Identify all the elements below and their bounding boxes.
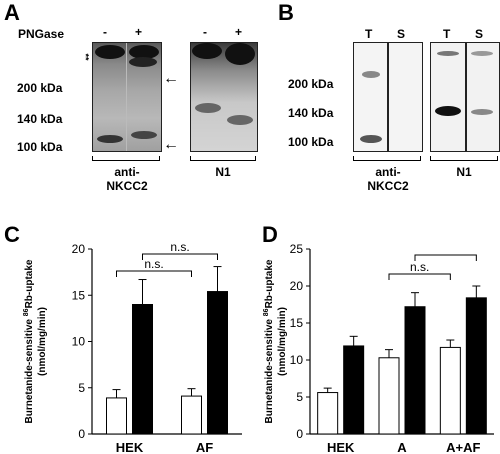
lane-label-b4: S bbox=[475, 27, 484, 41]
lane-label-b1: T bbox=[365, 27, 373, 41]
y-axis-label-isotope-d: 86 bbox=[263, 308, 270, 316]
y-axis-label-rest-d: Rb-uptake bbox=[264, 259, 275, 308]
bar-d-hek-1 bbox=[343, 345, 365, 435]
caption-bracket-b1 bbox=[353, 156, 421, 161]
x-tick-label-d-0: HEK bbox=[327, 440, 355, 454]
significance-bracket-c-0 bbox=[116, 270, 192, 277]
lane-sign-a3: - bbox=[203, 25, 207, 39]
significance-label-d-0: n.s. bbox=[410, 260, 429, 274]
y-tick-label-d-3: 15 bbox=[290, 316, 304, 330]
y-tick-label-c-2: 10 bbox=[72, 335, 86, 349]
y-tick-label-c-1: 5 bbox=[78, 381, 85, 395]
y-tick-label-c-0: 0 bbox=[78, 427, 85, 441]
y-tick-label-d-0: 0 bbox=[296, 427, 303, 441]
y-axis-units-d: (nmol/mg/min) bbox=[277, 307, 288, 376]
significance-bracket-d-1 bbox=[414, 254, 477, 261]
blot-a-n1 bbox=[190, 42, 258, 152]
bar-d-a-0 bbox=[378, 357, 400, 435]
y-tick-label-d-1: 5 bbox=[296, 390, 303, 404]
x-tick-label-c-0: HEK bbox=[116, 440, 144, 454]
y-tick-label-d-2: 10 bbox=[290, 353, 304, 367]
y-axis-label-c: Burnetanide-sensitive 86Rb-uptake bbox=[23, 259, 35, 423]
lane-label-b3: T bbox=[443, 27, 451, 41]
panel-letter-b: B bbox=[278, 0, 294, 25]
blot-a-anti-nkcc2 bbox=[92, 42, 162, 152]
panel-letter-c: C bbox=[4, 222, 20, 247]
blot-b-anti-nkcc2 bbox=[353, 42, 423, 152]
bar-c-hek-0 bbox=[106, 397, 127, 435]
caption-bracket-a1 bbox=[92, 156, 160, 161]
caption-bracket-b2 bbox=[430, 156, 498, 161]
y-axis-units-c: (nmol/mg/min) bbox=[37, 307, 48, 376]
lane-label-b2: S bbox=[397, 27, 406, 41]
significance-bracket-d-0 bbox=[388, 273, 451, 280]
lane-sign-a4: + bbox=[235, 25, 243, 39]
panel-letter-a: A bbox=[4, 0, 20, 25]
bar-d-aaf-0 bbox=[439, 346, 461, 435]
lane-sign-a1: - bbox=[103, 25, 107, 39]
y-tick-label-d-4: 20 bbox=[290, 279, 304, 293]
asterisks-label: ** bbox=[80, 53, 91, 61]
x-tick-label-d-1: A bbox=[397, 440, 407, 454]
caption-bracket-a2 bbox=[190, 156, 256, 161]
marker-b-140: 140 kDa bbox=[288, 106, 334, 120]
blot-b-n1 bbox=[430, 42, 500, 152]
marker-b-100: 100 kDa bbox=[288, 135, 334, 149]
pngase-label: PNGase bbox=[18, 27, 65, 41]
bar-chart-d: 0 5 10 15 20 25 Burnetanide-sensitive 86Rb-upt… bbox=[263, 242, 494, 454]
bar-c-af-1 bbox=[207, 291, 228, 435]
caption-b-n1: N1 bbox=[456, 165, 472, 179]
marker-a-100: 100 kDa bbox=[17, 140, 63, 154]
y-axis-label-rest-c: Rb-uptake bbox=[24, 259, 35, 308]
bar-d-a-1 bbox=[404, 306, 426, 435]
lane-sign-a2: + bbox=[135, 25, 143, 39]
arrow-icon-upper: ← bbox=[163, 70, 179, 87]
bar-d-aaf-1 bbox=[465, 297, 487, 435]
x-tick-label-d-2: A+AF bbox=[446, 440, 480, 454]
y-tick-label-d-5: 25 bbox=[290, 242, 304, 256]
y-tick-label-c-3: 15 bbox=[72, 288, 86, 302]
significance-label-c-0: n.s. bbox=[144, 257, 163, 271]
y-tick-label-c-4: 20 bbox=[72, 242, 86, 256]
caption-b-anti-nkcc2: anti-NKCC2 bbox=[367, 165, 409, 193]
marker-a-140: 140 kDa bbox=[17, 112, 63, 126]
y-axis-label-d: Burnetanide-sensitive 86Rb-uptake bbox=[263, 259, 275, 423]
bar-c-hek-1 bbox=[132, 304, 153, 435]
caption-a-n1: N1 bbox=[215, 165, 231, 179]
bar-chart-c: 0 5 10 15 20 Burnetanide-sensitive 86Rb-uptak… bbox=[23, 240, 242, 454]
arrow-icon-lower: ← bbox=[163, 136, 179, 153]
y-axis-label-isotope-c: 86 bbox=[23, 308, 30, 316]
caption-a-anti-nkcc2: anti-NKCC2 bbox=[106, 165, 148, 193]
marker-a-200: 200 kDa bbox=[17, 81, 63, 95]
significance-bracket-c-1 bbox=[142, 253, 218, 260]
panel-letter-d: D bbox=[262, 222, 278, 247]
marker-b-200: 200 kDa bbox=[288, 77, 334, 91]
bar-c-af-0 bbox=[181, 395, 202, 435]
x-tick-label-c-1: AF bbox=[196, 440, 213, 454]
y-axis-label-main-d: Burnetanide-sensitive bbox=[264, 316, 275, 423]
bar-d-hek-0 bbox=[317, 392, 339, 435]
significance-label-c-1: n.s. bbox=[170, 240, 189, 254]
y-axis-label-main-c: Burnetanide-sensitive bbox=[24, 316, 35, 423]
